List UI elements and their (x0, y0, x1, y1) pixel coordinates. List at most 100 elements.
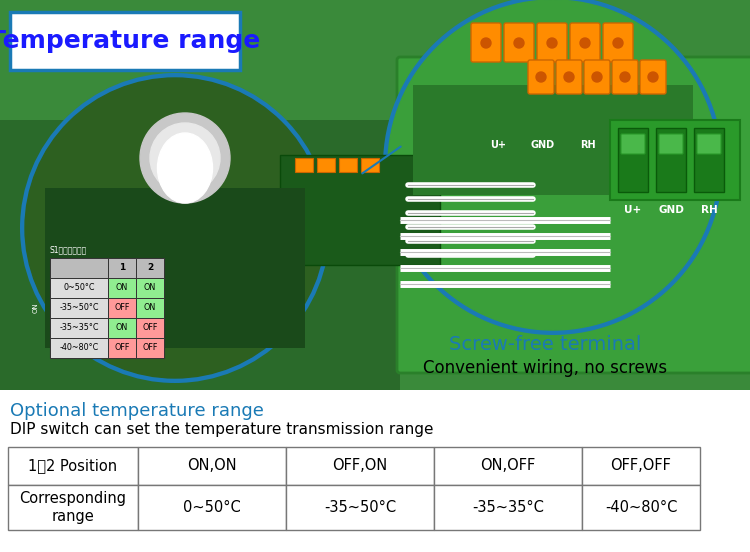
FancyBboxPatch shape (694, 128, 724, 192)
Text: OFF,OFF: OFF,OFF (610, 459, 671, 474)
Text: 2: 2 (147, 263, 153, 273)
FancyBboxPatch shape (621, 134, 645, 154)
FancyBboxPatch shape (8, 485, 138, 530)
FancyBboxPatch shape (295, 158, 313, 172)
Circle shape (150, 123, 220, 193)
FancyBboxPatch shape (0, 0, 750, 390)
Circle shape (536, 72, 546, 82)
Text: OFF,ON: OFF,ON (332, 459, 388, 474)
Text: 1: 1 (118, 263, 125, 273)
FancyBboxPatch shape (434, 485, 582, 530)
Text: -35~35°C: -35~35°C (59, 323, 99, 332)
Text: -40~80°C: -40~80°C (59, 343, 99, 353)
FancyBboxPatch shape (413, 85, 693, 195)
Text: ON,OFF: ON,OFF (480, 459, 536, 474)
Text: DIP switch can set the temperature transmission range: DIP switch can set the temperature trans… (10, 422, 433, 437)
Circle shape (547, 38, 557, 48)
Ellipse shape (158, 133, 212, 203)
FancyBboxPatch shape (286, 447, 434, 485)
Text: S1拨码开关说明: S1拨码开关说明 (50, 245, 87, 254)
FancyBboxPatch shape (582, 485, 700, 530)
FancyBboxPatch shape (317, 158, 335, 172)
FancyBboxPatch shape (397, 57, 750, 373)
FancyBboxPatch shape (136, 298, 164, 318)
FancyBboxPatch shape (50, 258, 108, 278)
Text: ON: ON (116, 284, 128, 293)
FancyBboxPatch shape (108, 338, 136, 358)
Text: 0~50°C: 0~50°C (183, 500, 241, 515)
Text: ON,ON: ON,ON (188, 459, 237, 474)
FancyBboxPatch shape (603, 23, 633, 62)
Text: Corresponding
range: Corresponding range (20, 491, 127, 524)
FancyBboxPatch shape (528, 60, 554, 94)
Text: Temperature range: Temperature range (0, 29, 261, 53)
Circle shape (20, 73, 330, 383)
FancyBboxPatch shape (50, 338, 108, 358)
Text: OFF: OFF (142, 343, 158, 353)
FancyBboxPatch shape (537, 23, 567, 62)
FancyBboxPatch shape (50, 298, 108, 318)
Text: Convenient wiring, no screws: Convenient wiring, no screws (423, 359, 667, 377)
FancyBboxPatch shape (556, 60, 582, 94)
FancyBboxPatch shape (136, 338, 164, 358)
Text: OFF: OFF (114, 304, 130, 312)
Circle shape (564, 72, 574, 82)
Text: -35~35°C: -35~35°C (472, 500, 544, 515)
Text: -35~50°C: -35~50°C (324, 500, 396, 515)
FancyBboxPatch shape (50, 278, 108, 298)
Circle shape (514, 38, 524, 48)
Text: ON: ON (116, 323, 128, 332)
Text: Optional temperature range: Optional temperature range (10, 402, 264, 420)
Text: -35~50°C: -35~50°C (59, 304, 99, 312)
FancyBboxPatch shape (136, 318, 164, 338)
FancyBboxPatch shape (8, 447, 138, 485)
FancyBboxPatch shape (434, 447, 582, 485)
FancyBboxPatch shape (108, 278, 136, 298)
Text: Screw-free terminal: Screw-free terminal (448, 336, 641, 354)
Text: ON: ON (144, 304, 156, 312)
Text: -40~80°C: -40~80°C (604, 500, 677, 515)
Circle shape (648, 72, 658, 82)
Text: GND: GND (658, 205, 684, 215)
FancyBboxPatch shape (108, 298, 136, 318)
Text: RH: RH (700, 205, 717, 215)
FancyBboxPatch shape (584, 60, 610, 94)
FancyBboxPatch shape (108, 258, 136, 278)
FancyBboxPatch shape (471, 23, 501, 62)
Text: OFF: OFF (114, 343, 130, 353)
Circle shape (580, 38, 590, 48)
Text: RH: RH (580, 140, 596, 150)
FancyBboxPatch shape (504, 23, 534, 62)
FancyBboxPatch shape (582, 447, 700, 485)
FancyBboxPatch shape (138, 447, 286, 485)
FancyBboxPatch shape (136, 278, 164, 298)
FancyBboxPatch shape (50, 318, 108, 338)
Text: ON: ON (144, 284, 156, 293)
FancyBboxPatch shape (339, 158, 357, 172)
Circle shape (140, 113, 230, 203)
FancyBboxPatch shape (0, 390, 750, 552)
FancyBboxPatch shape (361, 158, 379, 172)
FancyBboxPatch shape (659, 134, 683, 154)
Circle shape (25, 78, 325, 378)
FancyBboxPatch shape (0, 120, 400, 390)
FancyBboxPatch shape (570, 23, 600, 62)
FancyBboxPatch shape (697, 134, 721, 154)
Circle shape (620, 72, 630, 82)
Circle shape (592, 72, 602, 82)
FancyBboxPatch shape (612, 60, 638, 94)
Text: ON: ON (33, 302, 39, 314)
FancyBboxPatch shape (45, 188, 305, 348)
Text: U+: U+ (490, 140, 506, 150)
Text: 0~50°C: 0~50°C (63, 284, 94, 293)
Text: 1、2 Position: 1、2 Position (28, 459, 118, 474)
FancyBboxPatch shape (10, 12, 240, 70)
FancyBboxPatch shape (286, 485, 434, 530)
Circle shape (383, 0, 723, 335)
FancyBboxPatch shape (640, 60, 666, 94)
FancyBboxPatch shape (618, 128, 648, 192)
FancyBboxPatch shape (108, 318, 136, 338)
FancyBboxPatch shape (136, 258, 164, 278)
Circle shape (613, 38, 623, 48)
FancyBboxPatch shape (50, 258, 164, 358)
